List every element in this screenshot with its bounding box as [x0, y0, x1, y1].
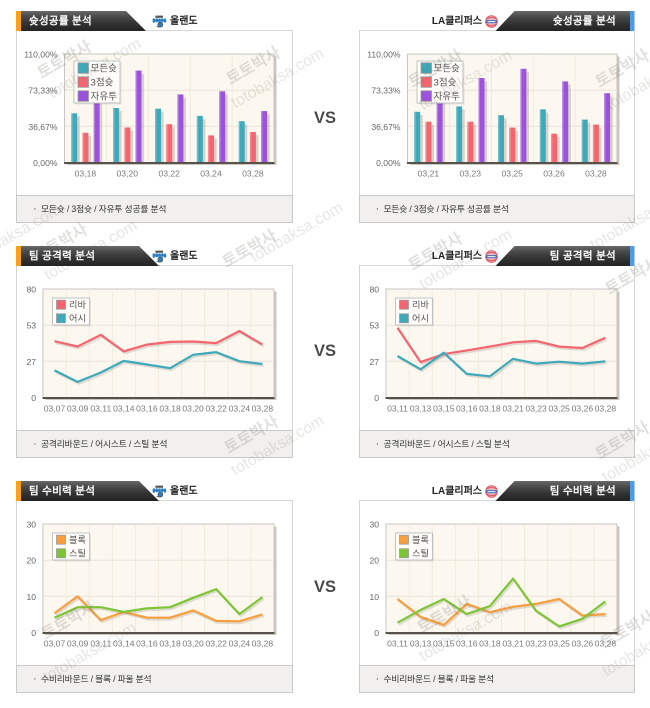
svg-text:03,16: 03,16 — [136, 404, 158, 414]
svg-text:110,00%: 110,00% — [24, 50, 58, 60]
svg-text:어시: 어시 — [412, 314, 429, 324]
svg-text:스틸: 스틸 — [69, 548, 86, 559]
svg-text:3점슛: 3점슛 — [91, 76, 114, 88]
svg-text:80: 80 — [26, 285, 36, 295]
svg-text:03,20: 03,20 — [117, 169, 139, 179]
svg-text:03,25: 03,25 — [501, 169, 523, 179]
svg-text:73,33%: 73,33% — [28, 86, 58, 96]
svg-text:27: 27 — [26, 357, 36, 367]
svg-text:03,11: 03,11 — [90, 639, 111, 649]
svg-text:03,26: 03,26 — [543, 169, 565, 179]
svg-text:03,21: 03,21 — [417, 169, 439, 179]
svg-text:10: 10 — [369, 592, 379, 602]
svg-text:0: 0 — [374, 628, 379, 638]
svg-text:03,11: 03,11 — [90, 404, 111, 414]
svg-text:03,28: 03,28 — [585, 169, 607, 179]
svg-text:110,00%: 110,00% — [367, 50, 401, 60]
svg-text:03,07: 03,07 — [44, 639, 66, 649]
svg-text:03,15: 03,15 — [433, 404, 455, 414]
svg-text:03,09: 03,09 — [67, 404, 89, 414]
svg-text:03,22: 03,22 — [205, 404, 227, 414]
svg-text:스틸: 스틸 — [412, 548, 429, 559]
svg-text:30: 30 — [369, 520, 379, 530]
svg-text:블록: 블록 — [69, 535, 86, 545]
svg-text:03,15: 03,15 — [433, 639, 455, 649]
svg-text:36,67%: 36,67% — [371, 122, 401, 132]
svg-text:03,20: 03,20 — [182, 404, 204, 414]
svg-text:03,28: 03,28 — [594, 639, 616, 649]
svg-text:03,23: 03,23 — [525, 404, 547, 414]
svg-text:03,28: 03,28 — [594, 404, 616, 414]
svg-text:0,00%: 0,00% — [376, 158, 401, 168]
svg-text:03,23: 03,23 — [525, 639, 547, 649]
svg-text:03,14: 03,14 — [113, 404, 135, 414]
svg-text:03,09: 03,09 — [67, 639, 89, 649]
svg-text:53: 53 — [26, 321, 36, 331]
svg-text:03,20: 03,20 — [182, 639, 204, 649]
svg-text:03,07: 03,07 — [44, 404, 66, 414]
svg-text:03,24: 03,24 — [229, 639, 251, 649]
svg-text:03,13: 03,13 — [409, 639, 431, 649]
svg-text:03,28: 03,28 — [252, 404, 274, 414]
svg-text:03,21: 03,21 — [502, 639, 524, 649]
svg-text:03,23: 03,23 — [459, 169, 481, 179]
svg-text:03,24: 03,24 — [200, 169, 222, 179]
svg-text:03,13: 03,13 — [409, 404, 431, 414]
svg-text:자유투: 자유투 — [433, 91, 460, 102]
svg-text:03,22: 03,22 — [158, 169, 180, 179]
svg-text:어시: 어시 — [69, 314, 86, 324]
svg-text:리바: 리바 — [412, 300, 429, 310]
svg-text:0,00%: 0,00% — [33, 158, 58, 168]
svg-text:0: 0 — [374, 393, 379, 403]
svg-text:0: 0 — [31, 393, 36, 403]
svg-text:03,18: 03,18 — [159, 404, 181, 414]
svg-text:03,16: 03,16 — [456, 404, 478, 414]
svg-text:03,28: 03,28 — [242, 169, 264, 179]
svg-text:36,67%: 36,67% — [28, 122, 58, 132]
svg-text:블록: 블록 — [412, 535, 429, 545]
svg-text:10: 10 — [26, 592, 36, 602]
svg-text:03,18: 03,18 — [479, 404, 501, 414]
svg-text:3점슛: 3점슛 — [433, 76, 456, 88]
svg-text:03,16: 03,16 — [456, 639, 478, 649]
svg-text:30: 30 — [26, 520, 36, 530]
svg-text:03,25: 03,25 — [548, 404, 570, 414]
svg-text:03,22: 03,22 — [205, 639, 227, 649]
svg-text:리바: 리바 — [69, 300, 86, 310]
svg-text:53: 53 — [369, 321, 379, 331]
svg-text:03,14: 03,14 — [113, 639, 135, 649]
svg-text:03,26: 03,26 — [571, 639, 593, 649]
svg-text:03,18: 03,18 — [479, 639, 501, 649]
svg-text:03,16: 03,16 — [136, 639, 158, 649]
svg-text:20: 20 — [369, 556, 379, 566]
svg-text:모든슛: 모든슛 — [433, 63, 460, 74]
svg-text:03,18: 03,18 — [159, 639, 181, 649]
svg-text:03,21: 03,21 — [502, 404, 524, 414]
svg-text:03,28: 03,28 — [252, 639, 274, 649]
svg-text:0: 0 — [31, 628, 36, 638]
svg-text:20: 20 — [26, 556, 36, 566]
svg-text:03,11: 03,11 — [387, 639, 408, 649]
svg-text:자유투: 자유투 — [91, 91, 118, 102]
svg-text:모든슛: 모든슛 — [91, 63, 118, 74]
svg-text:03,26: 03,26 — [571, 404, 593, 414]
svg-text:03,24: 03,24 — [229, 404, 251, 414]
svg-text:03,18: 03,18 — [75, 169, 97, 179]
svg-text:80: 80 — [369, 285, 379, 295]
svg-text:03,25: 03,25 — [548, 639, 570, 649]
svg-text:73,33%: 73,33% — [371, 86, 401, 96]
svg-text:03,11: 03,11 — [387, 404, 408, 414]
svg-text:27: 27 — [369, 357, 379, 367]
